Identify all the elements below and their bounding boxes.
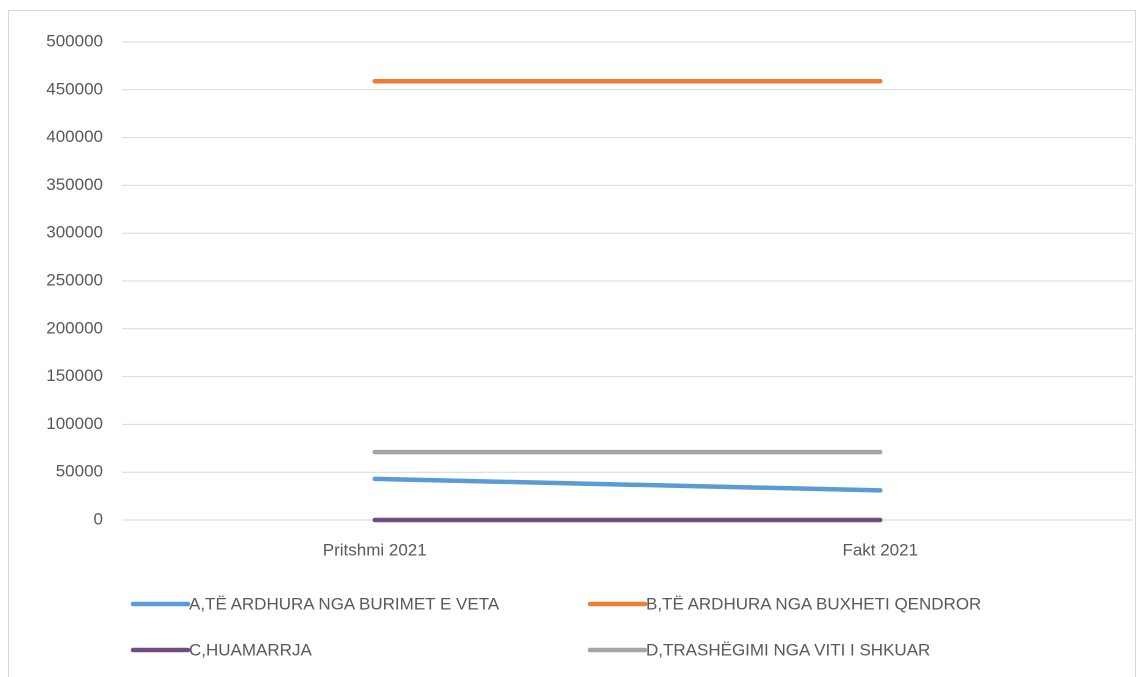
y-tick-label: 150000 (46, 366, 103, 385)
y-tick-label: 200000 (46, 318, 103, 337)
y-tick-label: 350000 (46, 175, 103, 194)
legend-label: B,TË ARDHURA NGA BUXHETI QENDROR (646, 594, 981, 613)
y-tick-label: 450000 (46, 79, 103, 98)
legend-label: C,HUAMARRJA (189, 640, 312, 659)
y-tick-label: 500000 (46, 31, 103, 50)
legend-label: D,TRASHËGIMI NGA VITI I SHKUAR (646, 640, 930, 659)
legend-label: A,TË ARDHURA NGA BURIMET E VETA (189, 594, 500, 613)
x-tick-label: Fakt 2021 (842, 540, 918, 559)
chart-frame (8, 10, 1136, 677)
series-line (372, 476, 883, 493)
y-tick-label: 0 (94, 509, 103, 528)
y-tick-label: 50000 (56, 462, 103, 481)
y-tick-label: 300000 (46, 223, 103, 242)
y-tick-label: 250000 (46, 270, 103, 289)
y-tick-label: 400000 (46, 127, 103, 146)
x-tick-label: Pritshmi 2021 (323, 540, 427, 559)
y-tick-label: 100000 (46, 414, 103, 433)
